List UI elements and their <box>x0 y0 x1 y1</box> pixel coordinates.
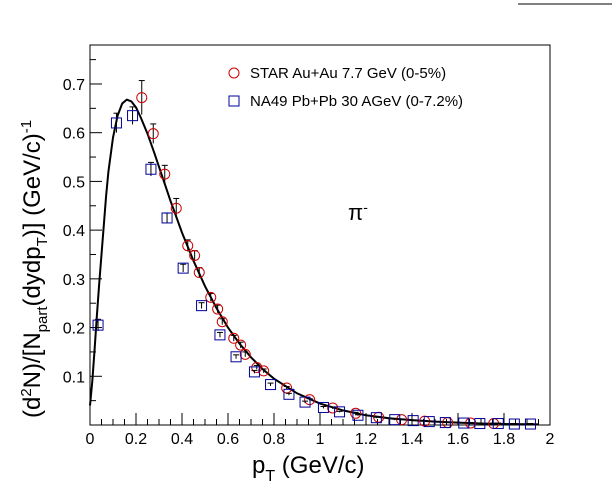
data-point-circle <box>170 202 182 214</box>
x-tick-label: 1.8 <box>493 431 515 448</box>
data-point-square <box>370 412 382 424</box>
y-title-sub2: part <box>34 306 51 333</box>
data-point-square <box>458 417 470 429</box>
data-point-square <box>230 351 242 363</box>
data-point-square <box>265 379 277 391</box>
series-star-points <box>136 80 500 430</box>
y-title-sup1: 2 <box>18 388 35 396</box>
data-point-circle <box>258 365 270 377</box>
data-point-circle <box>350 407 362 419</box>
x-tick-label: 1.2 <box>355 431 377 448</box>
data-point-circle <box>193 267 205 279</box>
x-axis-title: pT (GeV/c) <box>252 452 364 485</box>
data-point-circle <box>182 240 194 252</box>
data-point-square <box>492 418 504 430</box>
data-point-circle <box>147 128 159 140</box>
y-tick-label: 0.7 <box>63 77 85 94</box>
x-tick-label: 0.8 <box>263 431 285 448</box>
data-point-circle <box>136 92 148 104</box>
y-tick-label: 0.1 <box>63 369 85 386</box>
particle-symbol: π <box>348 200 363 225</box>
legend-marker-circle <box>228 67 240 79</box>
data-point-square <box>110 117 122 129</box>
y-title-part4: )] (GeV/c) <box>19 133 46 237</box>
x-axis-title-sub: T <box>265 468 275 485</box>
data-point-square <box>299 396 311 408</box>
y-tick-label: 0.4 <box>63 223 85 240</box>
data-point-square <box>283 388 295 400</box>
data-point-circle <box>251 362 263 374</box>
y-title-part2: N)/[N <box>19 332 46 388</box>
y-title-part1: (d <box>19 397 46 418</box>
y-axis-tick-labels: 0.1 0.2 0.3 0.4 0.5 0.6 0.7 <box>63 77 85 386</box>
data-point-square <box>196 300 208 312</box>
data-point-square <box>389 414 401 426</box>
data-point-circle <box>228 332 240 344</box>
data-point-square <box>439 417 451 429</box>
data-point-square <box>423 416 435 428</box>
legend: STAR Au+Au 7.7 GeV (0-5%) NA49 Pb+Pb 30 … <box>228 65 463 110</box>
x-axis-ticks <box>89 413 551 425</box>
data-point-square <box>248 366 260 378</box>
y-axis-ticks <box>90 59 102 426</box>
y-tick-label: 0.3 <box>63 272 85 289</box>
x-tick-label: 0.4 <box>171 431 193 448</box>
y-title-sub3: T <box>34 237 51 246</box>
data-point-square <box>508 418 520 430</box>
y-title-part3: (dydp <box>19 246 46 306</box>
data-point-square <box>407 415 419 427</box>
y-tick-label: 0.6 <box>63 126 85 143</box>
particle-annotation: π- <box>348 199 368 225</box>
data-point-circle <box>235 339 247 351</box>
x-tick-label: 1.6 <box>447 431 469 448</box>
legend-label-star: STAR Au+Au 7.7 GeV (0-5%) <box>250 65 446 82</box>
legend-label-na49: NA49 Pb+Pb 30 AGeV (0-7.2%) <box>250 93 463 110</box>
y-tick-label: 0.5 <box>63 174 85 191</box>
x-tick-label: 1 <box>316 431 325 448</box>
y-axis-title: (d2N)/[Npart(dydpT)] (GeV/c)-1 <box>18 120 51 418</box>
y-tick-label: 0.2 <box>63 321 85 338</box>
x-axis-title-unit: (GeV/c) <box>275 452 364 479</box>
particle-charge: - <box>363 199 368 215</box>
data-point-square <box>334 406 346 418</box>
x-tick-label: 0.2 <box>125 431 147 448</box>
data-point-circle <box>327 402 339 414</box>
y-title-sup4: -1 <box>18 120 35 133</box>
data-point-square <box>317 401 329 413</box>
data-point-square <box>161 212 173 224</box>
data-point-square <box>92 319 104 331</box>
data-point-square <box>177 262 189 274</box>
data-point-square <box>352 409 364 421</box>
x-tick-label: 0 <box>86 431 95 448</box>
x-tick-label: 2 <box>546 431 555 448</box>
x-tick-label: 0.6 <box>217 431 239 448</box>
data-point-square <box>474 418 486 430</box>
x-axis-tick-labels: 0 0.2 0.4 0.6 0.8 1 1.2 1.4 1.6 1.8 2 <box>86 431 555 448</box>
series-na49-points <box>92 106 536 430</box>
data-point-square <box>214 329 226 341</box>
data-point-circle <box>205 291 217 303</box>
data-point-circle <box>239 348 251 360</box>
data-point-circle <box>159 168 171 180</box>
data-point-square <box>127 110 139 122</box>
x-axis-title-main: p <box>252 452 265 479</box>
data-point-circle <box>212 303 224 315</box>
data-point-square <box>145 163 157 175</box>
data-point-circle <box>216 316 228 328</box>
x-tick-label: 1.4 <box>401 431 423 448</box>
legend-marker-square <box>228 95 240 107</box>
data-point-square <box>524 418 536 430</box>
data-point-circle <box>189 249 201 261</box>
